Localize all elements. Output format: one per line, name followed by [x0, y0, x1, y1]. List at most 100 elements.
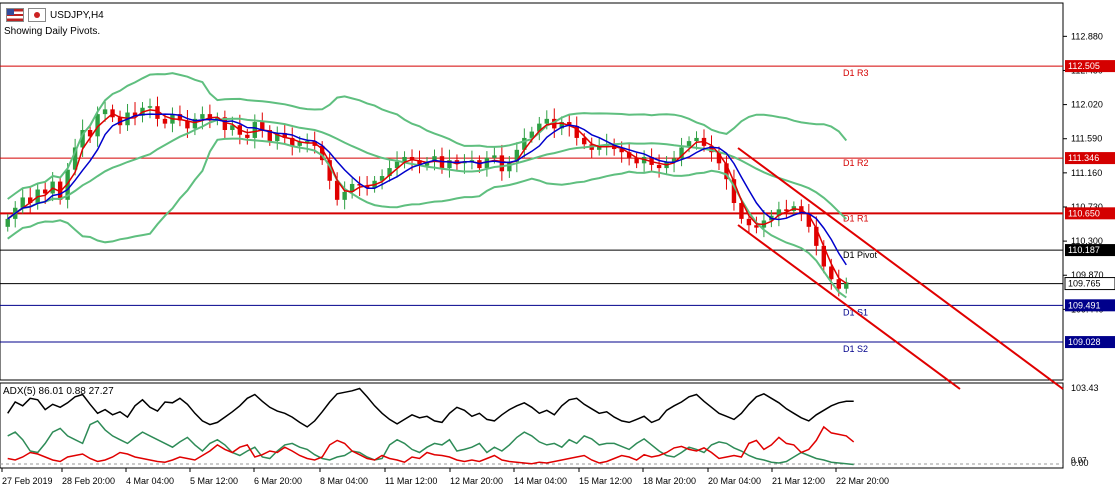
- candle-body: [5, 218, 10, 227]
- candle-body: [177, 114, 183, 121]
- pivot-label: D1 S2: [843, 344, 868, 354]
- time-tick-label: 8 Mar 04:00: [320, 476, 368, 486]
- pivot-price-tag: [1065, 152, 1115, 165]
- candle-body: [417, 160, 422, 166]
- price-tick-label: 110.730: [1071, 202, 1103, 212]
- candle-body: [87, 129, 93, 137]
- candle-body: [716, 152, 722, 164]
- time-tick-label: 6 Mar 20:00: [254, 476, 302, 486]
- channel-upper-line: [737, 147, 1064, 390]
- time-tick-label: 15 Mar 12:00: [579, 476, 632, 486]
- price-tick-label: 111.160: [1071, 168, 1102, 178]
- candle-body: [814, 226, 819, 246]
- candle-body: [117, 117, 123, 126]
- price-tick-label: 109.870: [1071, 270, 1104, 280]
- candle-body: [492, 155, 497, 158]
- pivot-label: D1 R3: [843, 68, 869, 78]
- candle-body: [342, 191, 347, 200]
- candle-body: [260, 122, 265, 130]
- candle-body: [252, 122, 258, 138]
- candle-body: [72, 147, 78, 170]
- candle-body: [394, 161, 400, 169]
- candle-body: [754, 225, 759, 228]
- time-tick-label: 5 Mar 12:00: [190, 476, 238, 486]
- candle-body: [634, 157, 639, 164]
- us-flag-icon: [6, 8, 24, 22]
- slow-ma-line: [7, 113, 847, 266]
- candle-body: [529, 131, 535, 138]
- candle-body: [147, 106, 153, 108]
- time-tick-label: 27 Feb 2019: [2, 476, 53, 486]
- candle-body: [327, 160, 332, 181]
- pivot-price-tag: [1065, 336, 1115, 349]
- candle-body: [290, 137, 295, 146]
- pivot-price-value: 110.187: [1068, 245, 1100, 255]
- pivot-price-value: 110.650: [1068, 208, 1100, 218]
- candle-body: [319, 145, 325, 161]
- candle-body: [806, 212, 812, 227]
- pivot-price-value: 112.505: [1068, 61, 1100, 71]
- time-tick-label: 12 Mar 20:00: [450, 476, 503, 486]
- current-price-tag: [1064, 277, 1115, 291]
- price-tick-label: 110.300: [1071, 236, 1103, 246]
- candle-body: [484, 157, 490, 169]
- current-price-value: 109.765: [1068, 279, 1101, 289]
- time-tick-label: 11 Mar 12:00: [385, 476, 437, 486]
- candle-body: [305, 141, 310, 143]
- candle-body: [432, 156, 437, 162]
- candle-body: [507, 161, 512, 172]
- candle-body: [537, 123, 542, 132]
- adx-tick-label: 0.00: [1071, 458, 1089, 468]
- candle-body: [574, 126, 579, 138]
- candle-body: [222, 117, 228, 130]
- candle-body: [42, 189, 48, 194]
- candle-body: [102, 109, 108, 115]
- pivot-label: D1 R1: [843, 213, 869, 223]
- candle-body: [679, 147, 684, 159]
- candle-body: [185, 120, 190, 129]
- candle-body: [656, 164, 662, 169]
- plus-di-line: [7, 419, 854, 466]
- candle-body: [746, 218, 752, 226]
- candle-body: [357, 183, 362, 186]
- candle-body: [297, 141, 302, 146]
- candle-body: [596, 145, 602, 150]
- candle-body: [836, 279, 841, 289]
- candle-body: [349, 183, 355, 192]
- candle-body: [267, 129, 272, 142]
- candle-body: [686, 141, 692, 148]
- candle-body: [402, 156, 407, 162]
- pivot-price-tag: [1065, 207, 1115, 220]
- candle-body: [499, 155, 505, 172]
- candle-body: [28, 197, 33, 204]
- candle-body: [514, 149, 520, 162]
- symbol-title: USDJPY,H4: [50, 9, 104, 21]
- time-tick-label: 20 Mar 04:00: [708, 476, 761, 486]
- fast-ma-line: [7, 109, 847, 285]
- candle-body: [409, 156, 415, 161]
- time-tick-label: 18 Mar 20:00: [643, 476, 696, 486]
- candle-body: [829, 266, 834, 280]
- candle-body: [739, 203, 744, 219]
- adx-label: ADX(5) 86.01 0.88 27.27: [3, 386, 114, 397]
- price-tick-label: 112.020: [1071, 100, 1103, 110]
- candle-body: [379, 176, 385, 181]
- candle-body: [709, 145, 714, 153]
- adx-tick-label: 103.43: [1071, 383, 1099, 393]
- candle-body: [275, 133, 280, 142]
- candle-body: [200, 114, 205, 119]
- candle-body: [387, 168, 392, 177]
- candle-body: [245, 134, 250, 138]
- bollinger-middle-line: [7, 117, 847, 220]
- pivot-label: D1 Pivot: [843, 250, 878, 260]
- candle-body: [192, 118, 198, 129]
- candle-body: [582, 137, 587, 145]
- candle-body: [844, 282, 849, 289]
- price-tick-label: 112.880: [1071, 31, 1103, 41]
- time-tick-label: 4 Mar 04:00: [126, 476, 174, 486]
- candle-body: [821, 245, 826, 267]
- pivot-price-tag: [1065, 60, 1115, 73]
- time-tick-label: 21 Mar 12:00: [772, 476, 825, 486]
